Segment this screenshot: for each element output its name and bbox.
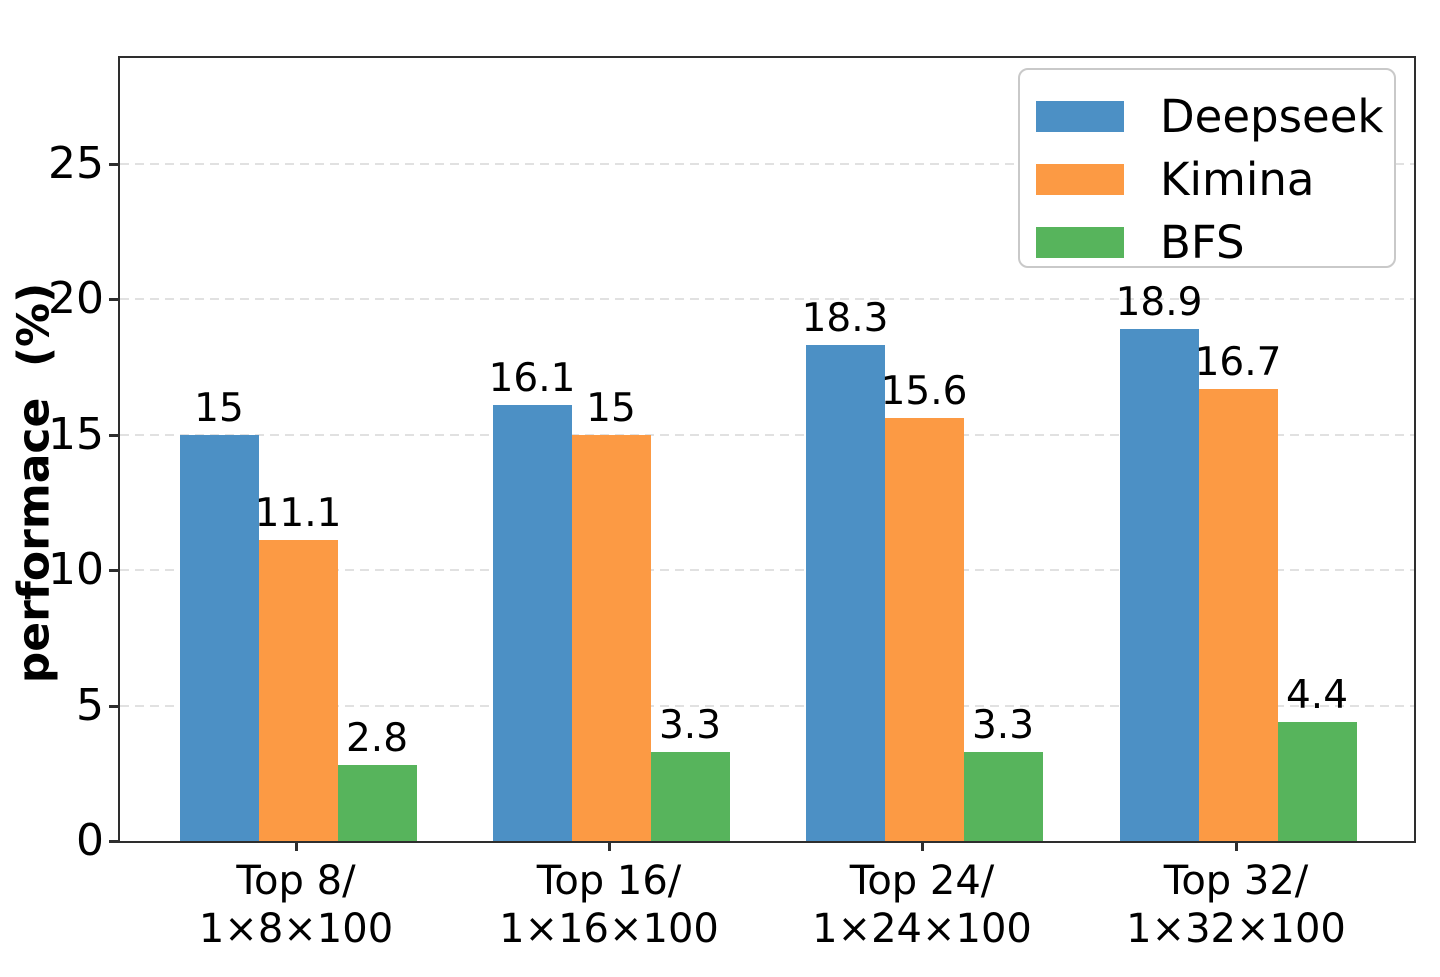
legend-label: Kimina: [1160, 153, 1315, 206]
gridline: [120, 162, 1414, 165]
bar: 15.6: [881, 370, 967, 841]
legend: Deepseek Kimina BFS: [1018, 68, 1396, 268]
gridline: [120, 704, 1414, 707]
bar-group: 18.9 16.7 4.4: [1116, 281, 1357, 841]
legend-label: BFS: [1160, 216, 1245, 269]
bar-group: 15 11.1 2.8: [179, 387, 417, 841]
y-tick-label: 5: [76, 679, 104, 731]
y-tick-label: 0: [76, 815, 104, 866]
bar: 2.8: [337, 717, 417, 841]
bar-value-label: 18.3: [801, 296, 889, 342]
legend-row: Deepseek: [1036, 85, 1394, 148]
gridline: [120, 433, 1414, 436]
bar: 3.3: [963, 704, 1043, 841]
x-tick-mark: [1235, 843, 1238, 851]
x-tick-label: Top 32/ 1×32×100: [1126, 858, 1346, 952]
y-tick-mark: [109, 704, 118, 708]
bar: 18.9: [1116, 281, 1202, 841]
bar: 11.1: [255, 492, 341, 841]
bar: 16.1: [489, 357, 575, 841]
bar-value-label: 16.7: [1194, 340, 1282, 386]
legend-label: Deepseek: [1160, 90, 1384, 143]
x-tick-mark: [295, 843, 298, 851]
bar: 3.3: [650, 704, 730, 841]
gridline: [120, 569, 1414, 572]
y-tick-label: 15: [48, 408, 104, 460]
bar-value-label: 15.6: [880, 369, 968, 415]
bar: 18.3: [802, 297, 888, 841]
bar: 15: [179, 387, 259, 841]
legend-row: BFS: [1036, 211, 1394, 274]
bar-value-label: 4.4: [1285, 673, 1349, 719]
y-tick-label: 10: [48, 544, 104, 596]
y-tick-mark: [109, 162, 118, 166]
y-tick-mark: [109, 298, 118, 302]
legend-row: Kimina: [1036, 148, 1394, 211]
bar-value-label: 15: [194, 386, 244, 432]
legend-swatch: [1036, 101, 1124, 132]
legend-swatch: [1036, 227, 1124, 258]
bar-value-label: 11.1: [254, 491, 342, 537]
bar-value-label: 18.9: [1115, 280, 1203, 326]
gridline: [120, 298, 1414, 301]
bar: 16.7: [1195, 341, 1281, 841]
bar-value-label: 15: [586, 386, 636, 432]
y-tick-mark: [109, 569, 118, 573]
y-tick-label: 25: [48, 137, 104, 189]
y-axis-label: performace (%): [8, 282, 60, 684]
bar-value-label: 16.1: [488, 356, 576, 402]
x-tick-label: Top 24/ 1×24×100: [812, 858, 1032, 952]
bar-value-label: 3.3: [971, 703, 1035, 749]
x-tick-mark: [921, 843, 924, 851]
legend-swatch: [1036, 164, 1124, 195]
x-tick-label: Top 8/ 1×8×100: [198, 858, 394, 952]
bar-group: 18.3 15.6 3.3: [802, 297, 1043, 841]
y-tick-label: 20: [48, 273, 104, 325]
bar-value-label: 2.8: [345, 716, 409, 762]
bar: 15: [571, 387, 651, 841]
bar: 4.4: [1277, 674, 1357, 841]
y-tick-mark: [109, 840, 118, 843]
x-tick-mark: [608, 843, 611, 851]
bar-value-label: 3.3: [658, 703, 722, 749]
bar-group: 16.1 15 3.3: [489, 357, 730, 841]
y-tick-mark: [109, 433, 118, 437]
x-tick-label: Top 16/ 1×16×100: [499, 858, 719, 952]
